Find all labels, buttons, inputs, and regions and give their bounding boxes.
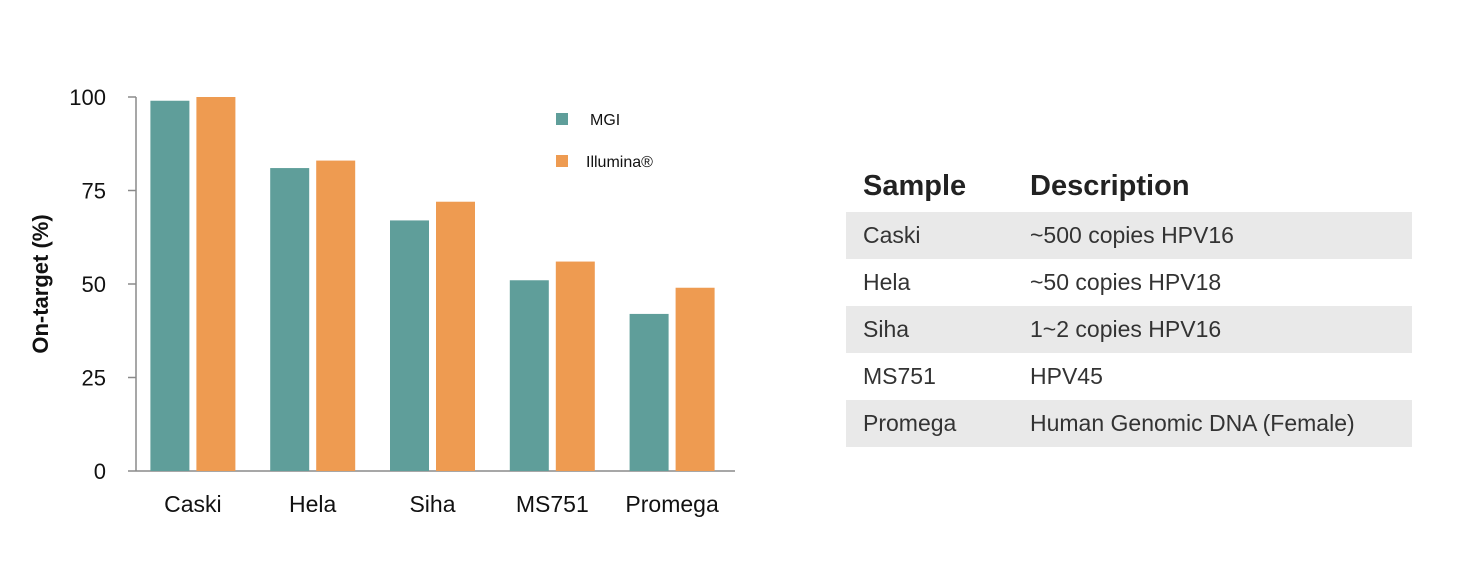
table-cell-sample: Promega [846, 400, 1013, 447]
table-cell-sample: Hela [863, 269, 911, 295]
bar-siha-mgi [390, 220, 429, 471]
sample-description-table: Sample Description Caski ~500 copies HPV… [846, 160, 1412, 447]
bar-promega-mgi [629, 313, 669, 471]
table-cell-description: HPV45 [1030, 363, 1103, 389]
table-row: Caski ~500 copies HPV16 [846, 212, 1412, 259]
y-axis-title: On-target (%) [28, 214, 53, 353]
legend-swatch [556, 155, 568, 167]
legend-label: MGI [590, 112, 620, 129]
x-tick-label: Siha [409, 491, 455, 517]
table-row: Hela ~50 copies HPV18 [846, 259, 1412, 306]
table-cell-description: 1~2 copies HPV16 [1013, 306, 1412, 353]
x-tick-label: Hela [289, 491, 337, 517]
bar-caski-illumina [196, 97, 236, 471]
table-row: MS751 HPV45 [846, 353, 1412, 400]
chart-legend: MGI Illumina® [556, 112, 653, 171]
y-tick-label: 50 [82, 272, 106, 297]
x-tick-label: Promega [625, 491, 719, 517]
table-row: Siha 1~2 copies HPV16 [846, 306, 1412, 353]
table-cell-sample: MS751 [863, 363, 936, 389]
table-row: Promega Human Genomic DNA (Female) [846, 400, 1412, 447]
legend-swatch [556, 113, 568, 125]
legend-label: Illumina® [586, 154, 653, 171]
header-description: Description [1030, 169, 1190, 202]
bar-caski-mgi [150, 100, 190, 472]
y-tick-label: 75 [82, 179, 106, 204]
x-tick-label: MS751 [516, 491, 589, 517]
bar-promega-illumina [675, 287, 715, 471]
chart-bars [150, 97, 715, 472]
header-sample: Sample [863, 169, 967, 202]
table-cell-description: Human Genomic DNA (Female) [1013, 400, 1412, 447]
y-tick-label: 0 [94, 459, 106, 484]
x-tick-label: Caski [164, 491, 222, 517]
y-tick-label: 100 [69, 85, 106, 110]
table-cell-description: ~50 copies HPV18 [1030, 269, 1222, 295]
bar-chart: 0 25 50 75 100 Caski Hela Siha MS751 Promega On-… [28, 85, 735, 517]
table-cell-description: ~500 copies HPV16 [1013, 212, 1412, 259]
table-cell-sample: Caski [846, 212, 1013, 259]
table-header-row: Sample Description [846, 160, 1412, 212]
x-tick-labels: Caski Hela Siha MS751 Promega [164, 491, 719, 517]
bar-hela-mgi [270, 168, 310, 471]
bar-siha-illumina [436, 201, 475, 471]
table-cell-sample: Siha [846, 306, 1013, 353]
y-tick-label: 25 [82, 366, 106, 391]
y-tick-labels: 0 25 50 75 100 [69, 85, 106, 484]
bar-ms751-illumina [555, 261, 595, 471]
bar-ms751-mgi [509, 280, 549, 471]
bar-hela-illumina [316, 160, 356, 471]
